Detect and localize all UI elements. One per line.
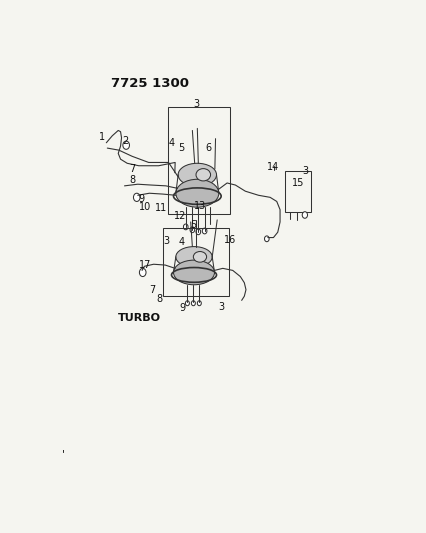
Ellipse shape <box>176 179 219 207</box>
Ellipse shape <box>178 163 216 186</box>
Text: 14: 14 <box>267 163 279 172</box>
Text: 5: 5 <box>178 143 184 152</box>
Text: ': ' <box>61 449 65 459</box>
Circle shape <box>202 228 207 234</box>
Circle shape <box>264 236 268 241</box>
Text: 5: 5 <box>190 220 196 230</box>
Text: TURBO: TURBO <box>118 312 161 322</box>
Text: 11: 11 <box>155 204 167 213</box>
Circle shape <box>139 268 146 277</box>
Circle shape <box>183 224 187 230</box>
Text: 9: 9 <box>179 303 185 313</box>
Text: 1: 1 <box>99 132 105 142</box>
Bar <box>285 171 311 212</box>
Text: 9: 9 <box>138 193 144 204</box>
Text: 3: 3 <box>218 302 224 312</box>
Circle shape <box>196 229 200 235</box>
Text: 3: 3 <box>193 99 199 109</box>
Ellipse shape <box>176 247 212 267</box>
Text: 4: 4 <box>178 238 184 247</box>
Circle shape <box>191 301 195 306</box>
Text: 13: 13 <box>193 200 206 211</box>
Text: 2: 2 <box>122 136 128 146</box>
Circle shape <box>190 227 194 232</box>
Circle shape <box>302 212 307 219</box>
Text: 6: 6 <box>205 143 211 152</box>
Text: 3: 3 <box>301 166 307 176</box>
Text: 8: 8 <box>129 175 135 185</box>
Text: 10: 10 <box>139 202 151 212</box>
Circle shape <box>185 301 189 306</box>
Ellipse shape <box>193 252 206 262</box>
Text: 7: 7 <box>130 164 135 174</box>
Circle shape <box>133 193 140 201</box>
Text: 7725 1300: 7725 1300 <box>111 77 189 90</box>
Circle shape <box>123 141 129 149</box>
Ellipse shape <box>173 260 214 285</box>
Text: 8: 8 <box>156 294 162 304</box>
Text: 17: 17 <box>139 260 151 270</box>
Text: 7: 7 <box>149 285 155 295</box>
Text: 4: 4 <box>168 138 175 148</box>
Bar <box>162 228 228 296</box>
Text: 3: 3 <box>163 236 169 246</box>
Text: 12: 12 <box>173 211 186 221</box>
Text: 16: 16 <box>224 235 236 245</box>
Bar <box>167 107 230 214</box>
Ellipse shape <box>196 168 210 181</box>
Circle shape <box>197 301 201 306</box>
Text: 15: 15 <box>291 178 304 188</box>
